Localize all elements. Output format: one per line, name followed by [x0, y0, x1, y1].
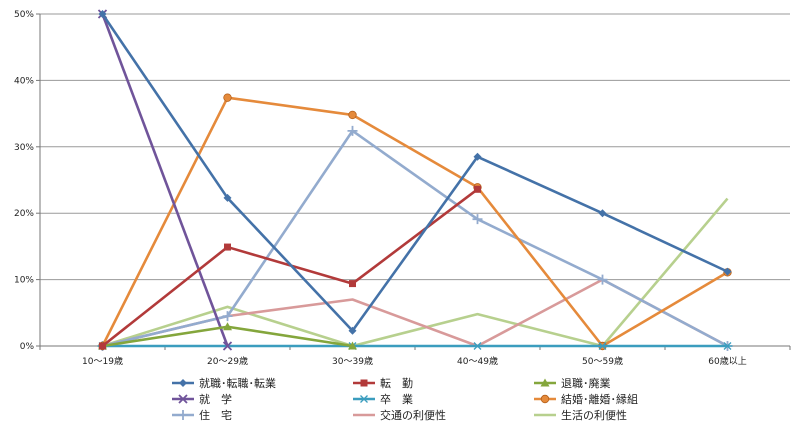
data-point [597, 342, 608, 350]
legend-item: 就 学 [172, 392, 232, 406]
data-point [178, 394, 188, 404]
data-point [347, 125, 358, 136]
x-axis: 10～19歳 20～29歳 30～39歳 40～49歳 50～59歳 60歳以上 [39, 345, 791, 367]
data-point [349, 280, 356, 288]
series-lines [97, 9, 733, 351]
legend-item: 転 勤 [353, 377, 413, 390]
y-tick-label: 20% [14, 209, 34, 219]
series-path [102, 129, 729, 348]
legend: 就職･転職･転業 転 勤 退職･廃業就 学 卒 業 結婚･離婚･縁組住 宅 交通の利便性 生… [172, 376, 638, 422]
y-tick-label: 10% [14, 276, 34, 286]
data-point [473, 152, 482, 161]
legend-label: 就職･転職･転業 [199, 376, 276, 390]
data-point [178, 410, 188, 420]
x-tick-label: 60歳以上 [708, 355, 746, 367]
data-point [348, 110, 357, 120]
data-point [472, 214, 483, 225]
series-line [102, 278, 729, 348]
data-point [597, 274, 608, 285]
data-point [223, 93, 232, 102]
data-point [98, 10, 107, 18]
legend-label: 就 学 [199, 392, 232, 406]
data-point [598, 209, 607, 218]
data-point [474, 185, 481, 193]
data-point [222, 341, 233, 351]
data-point [348, 326, 357, 335]
x-tick-label: 20～29歳 [207, 355, 248, 367]
y-tick-label: 40% [14, 76, 34, 86]
data-point [722, 342, 733, 350]
y-axis: 0% 10% 20% 30% 40% 50% [14, 10, 41, 352]
data-point [348, 341, 357, 350]
series-line [102, 197, 729, 348]
data-point [360, 379, 368, 387]
legend-item: 結婚･離婚･縁組 [534, 392, 638, 406]
legend-label: 住 宅 [199, 408, 232, 422]
legend-label: 結婚･離婚･縁組 [561, 392, 638, 406]
legend-item: 卒 業 [353, 392, 413, 406]
series-path [101, 13, 229, 347]
series-line [98, 93, 732, 351]
legend-item: 就職･転職･転業 [172, 376, 276, 390]
series-line [98, 10, 732, 335]
data-point [224, 243, 231, 251]
data-point [359, 395, 369, 403]
y-tick-label: 0% [20, 342, 35, 352]
x-tick-label: 40～49歳 [457, 355, 498, 367]
legend-label: 生活の利便性 [561, 408, 627, 422]
legend-label: 退職･廃業 [561, 376, 611, 390]
data-point [723, 267, 732, 276]
data-point [472, 342, 483, 350]
legend-label: 卒 業 [380, 392, 413, 406]
legend-item: 住 宅 [172, 408, 232, 422]
x-tick-label: 10～19歳 [82, 355, 123, 367]
data-point [540, 394, 550, 404]
legend-item: 生活の利便性 [534, 408, 627, 422]
data-point [223, 193, 232, 202]
legend-label: 交通の利便性 [380, 408, 446, 422]
x-tick-label: 50～59歳 [582, 355, 623, 367]
data-point [540, 378, 550, 387]
data-point [223, 322, 232, 331]
y-tick-label: 50% [14, 10, 34, 20]
series-path [101, 13, 729, 333]
data-point [99, 342, 106, 350]
x-tick-label: 30～39歳 [332, 355, 373, 367]
series-path [102, 278, 729, 348]
data-point [179, 379, 187, 387]
legend-item: 退職･廃業 [534, 376, 611, 390]
y-tick-label: 30% [14, 143, 34, 153]
legend-label: 転 勤 [380, 377, 413, 390]
grid [40, 13, 790, 281]
series-path [101, 96, 729, 348]
series-path [102, 197, 729, 348]
series-line [97, 9, 233, 351]
legend-item: 交通の利便性 [353, 408, 446, 422]
data-point [222, 311, 233, 322]
